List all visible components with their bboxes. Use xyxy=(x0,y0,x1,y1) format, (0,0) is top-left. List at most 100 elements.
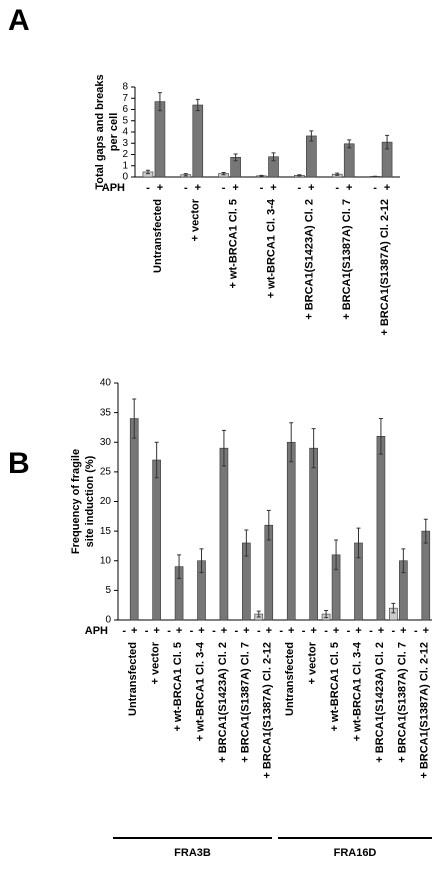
x-tick-label: + vector xyxy=(307,641,319,684)
error-bar xyxy=(356,527,361,559)
series-label: - xyxy=(190,625,194,637)
x-tick-label: + BRCA1(S1387A) Cl. 7 xyxy=(239,642,251,763)
bar xyxy=(192,104,204,178)
series-label: + xyxy=(153,625,159,637)
series-label: + xyxy=(232,182,238,194)
error-bar xyxy=(311,428,316,469)
series-label: - xyxy=(212,625,216,637)
series-label: + xyxy=(131,625,137,637)
error-bar xyxy=(195,98,200,112)
series-label: - xyxy=(260,182,264,194)
y-tick-label: 0 xyxy=(122,172,128,183)
error-bar xyxy=(244,529,249,557)
y-tick-label: 40 xyxy=(100,378,112,389)
series-label: + xyxy=(195,182,201,194)
series-label: + xyxy=(384,182,390,194)
series-label: + xyxy=(310,625,316,637)
error-bar xyxy=(347,139,352,149)
y-tick-label: 35 xyxy=(100,407,112,418)
series-label: - xyxy=(279,625,283,637)
y-tick-label: 0 xyxy=(105,615,111,626)
series-label: - xyxy=(122,625,126,637)
error-bar xyxy=(335,172,340,176)
x-tick-label: + wt-BRCA1 Cl. 5 xyxy=(172,642,184,732)
x-tick-label: + vector xyxy=(190,198,202,241)
error-bar xyxy=(183,173,188,177)
series-label: + xyxy=(346,182,352,194)
y-tick-label: 30 xyxy=(100,437,112,448)
bar xyxy=(219,447,229,621)
y-tick-label: 5 xyxy=(105,585,111,596)
error-bar xyxy=(385,134,390,150)
y-tick-label: 4 xyxy=(122,127,128,138)
bar xyxy=(309,447,318,621)
y-tick-label: 3 xyxy=(122,138,128,149)
error-bar xyxy=(221,172,226,176)
error-bar xyxy=(177,554,182,580)
x-tick-label: + vector xyxy=(150,641,162,684)
x-tick-label: + BRCA1(S1387A) Cl. 7 xyxy=(341,199,353,320)
y-tick-label: 2 xyxy=(122,149,128,160)
series-label: - xyxy=(184,182,188,194)
error-bar xyxy=(199,548,204,574)
y-tick-label: 1 xyxy=(122,160,128,171)
y-tick-label: 20 xyxy=(100,496,112,507)
x-tick-label: + BRCA1(S1423A) Cl. 2 xyxy=(217,642,229,763)
series-label: + xyxy=(157,182,163,194)
x-axis-label: APH xyxy=(102,182,125,194)
series-label: - xyxy=(373,182,377,194)
y-axis-label: per cell xyxy=(108,113,120,152)
error-bar xyxy=(233,153,238,162)
x-tick-label: + BRCA1(S1387A) Cl. 2-12 xyxy=(379,199,391,336)
y-axis-label: Frequency of fragile xyxy=(70,449,82,554)
x-tick-label: + wt-BRCA1 Cl. 3-4 xyxy=(351,641,363,741)
y-tick-label: 5 xyxy=(122,115,128,126)
error-bar xyxy=(259,174,264,177)
error-bar xyxy=(289,422,294,463)
y-axis-label: site induction (%) xyxy=(84,455,96,547)
x-tick-label: + BRCA1(S1423A) Cl. 2 xyxy=(303,199,315,320)
series-label: + xyxy=(333,625,339,637)
series-label: + xyxy=(288,625,294,637)
x-tick-label: + wt-BRCA1 Cl. 3-4 xyxy=(265,198,277,298)
x-tick-label: + wt-BRCA1 Cl. 5 xyxy=(228,199,240,289)
series-label: + xyxy=(176,625,182,637)
bar xyxy=(286,441,296,621)
series-label: + xyxy=(308,182,314,194)
series-label: - xyxy=(324,625,328,637)
bar xyxy=(343,143,355,178)
series-label: + xyxy=(355,625,361,637)
series-label: + xyxy=(198,625,204,637)
y-tick-label: 8 xyxy=(122,82,128,93)
series-label: + xyxy=(266,625,272,637)
error-bar xyxy=(297,174,302,177)
x-tick-label: + BRCA1(S1387A) Cl. 2-12 xyxy=(262,642,274,779)
series-label: - xyxy=(298,182,302,194)
bar xyxy=(306,135,317,178)
error-bar xyxy=(378,418,383,455)
group-label: FRA3B xyxy=(174,847,211,859)
series-label: + xyxy=(378,625,384,637)
series-label: - xyxy=(145,625,149,637)
error-bar xyxy=(309,130,314,142)
series-label: + xyxy=(423,625,429,637)
error-bar xyxy=(423,518,428,544)
error-bar xyxy=(132,398,137,439)
y-tick-label: 25 xyxy=(100,467,112,478)
series-label: - xyxy=(167,625,171,637)
error-bar xyxy=(271,152,276,162)
x-tick-label: + BRCA1(S1387A) Cl. 2-12 xyxy=(419,642,431,779)
error-bar xyxy=(256,610,261,618)
series-label: + xyxy=(400,625,406,637)
error-bar xyxy=(157,92,162,112)
series-label: - xyxy=(235,625,239,637)
series-label: - xyxy=(222,182,226,194)
x-tick-label: + BRCA1(S1423A) Cl. 2 xyxy=(374,642,386,763)
series-label: - xyxy=(347,625,351,637)
y-tick-label: 6 xyxy=(122,104,128,115)
x-tick-label: Untransfected xyxy=(127,642,139,716)
series-label: - xyxy=(335,182,339,194)
bar xyxy=(152,459,161,621)
error-bar xyxy=(391,602,396,614)
